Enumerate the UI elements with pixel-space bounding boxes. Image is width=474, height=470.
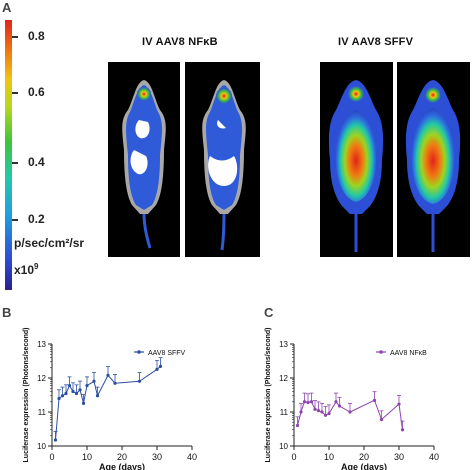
y-tick-label: 11	[38, 408, 47, 417]
colorbar-scale-exponent: 9	[34, 262, 39, 271]
data-point	[155, 367, 159, 371]
data-point	[316, 408, 321, 413]
colorbar-tick	[12, 162, 18, 164]
x-tick-label: 10	[324, 452, 334, 462]
x-tick-label: 10	[82, 452, 92, 462]
mouse-image-nfkb-2	[185, 62, 260, 257]
data-point	[295, 423, 300, 428]
y-tick-label: 13	[279, 340, 288, 349]
data-point	[327, 411, 331, 416]
data-point	[71, 389, 75, 394]
data-point	[323, 413, 328, 417]
y-tick-label: 11	[280, 408, 289, 417]
bioluminescence-images	[108, 62, 470, 257]
y-tick-label: 10	[37, 442, 46, 451]
data-point	[85, 383, 89, 388]
y-tick-label: 13	[37, 340, 46, 349]
data-point	[302, 400, 307, 404]
panel-label-b: B	[2, 305, 12, 320]
mouse-image-sffv-2	[397, 62, 470, 257]
colorbar-tick	[12, 92, 18, 94]
data-point	[299, 410, 303, 414]
mouse-image-nfkb-1	[108, 62, 180, 257]
mouse-image-sffv-1	[320, 62, 393, 257]
y-axis-label: Luciferase expression (Photons/second)	[265, 328, 272, 463]
legend-label: AAV8 NFκB	[390, 350, 427, 357]
data-point	[81, 401, 86, 405]
y-tick-label: 12	[279, 374, 288, 383]
x-tick-label: 20	[359, 452, 369, 462]
data-point	[137, 379, 142, 383]
colorbar-scale: x109	[14, 262, 38, 277]
x-tick-label: 40	[187, 452, 197, 462]
panel-label-a: A	[2, 0, 12, 15]
data-point	[92, 379, 96, 383]
colorbar-unit: p/sec/cm²/sr	[14, 236, 85, 250]
panel-label-c: C	[264, 305, 274, 320]
data-point	[334, 400, 338, 404]
x-axis-label: Age (days)	[99, 462, 145, 470]
data-point	[400, 428, 405, 432]
colorbar-gradient	[5, 20, 12, 290]
imaging-title-left: IV AAV8 NFκB	[142, 36, 218, 48]
y-tick-label: 12	[37, 374, 46, 383]
colorbar-tick-label: 0.4	[28, 155, 45, 169]
data-point	[64, 391, 68, 396]
x-tick-label: 30	[152, 452, 162, 462]
x-tick-label: 0	[49, 452, 54, 462]
data-point	[379, 417, 384, 422]
data-point	[372, 398, 377, 402]
x-tick-label: 0	[291, 452, 296, 462]
x-tick-label: 30	[394, 452, 404, 462]
data-point	[60, 394, 65, 398]
data-point	[67, 383, 72, 388]
data-point	[53, 438, 58, 442]
data-point	[74, 391, 79, 396]
x-axis-label: Age (days)	[341, 462, 387, 470]
colorbar-tick	[12, 219, 18, 221]
colorbar-tick-label: 0.6	[28, 85, 45, 99]
data-point	[337, 404, 342, 408]
data-point	[57, 396, 61, 401]
data-point	[113, 381, 117, 385]
data-point	[158, 364, 163, 368]
legend-marker	[379, 350, 383, 354]
colorbar	[5, 20, 12, 290]
colorbar-tick-label: 0.8	[28, 29, 45, 43]
data-point	[78, 388, 82, 392]
data-point	[106, 373, 110, 377]
y-tick-label: 10	[279, 442, 288, 451]
x-tick-label: 20	[117, 452, 127, 462]
data-point	[309, 400, 314, 404]
colorbar-tick	[12, 36, 18, 38]
data-point	[348, 410, 352, 414]
y-axis-label: Luciferase expression (Photons/second)	[23, 328, 30, 463]
data-point	[320, 410, 324, 414]
colorbar-tick-label: 0.2	[28, 212, 45, 226]
data-point	[313, 407, 317, 411]
data-point	[306, 400, 310, 405]
data-point	[95, 394, 100, 398]
series-line	[55, 365, 161, 441]
x-tick-label: 40	[429, 452, 439, 462]
colorbar-scale-base: x10	[14, 263, 35, 277]
imaging-title-right: IV AAV8 SFFV	[338, 36, 414, 48]
legend-label: AAV8 SFFV	[148, 350, 186, 357]
legend-marker	[137, 350, 141, 354]
data-point	[397, 402, 401, 406]
